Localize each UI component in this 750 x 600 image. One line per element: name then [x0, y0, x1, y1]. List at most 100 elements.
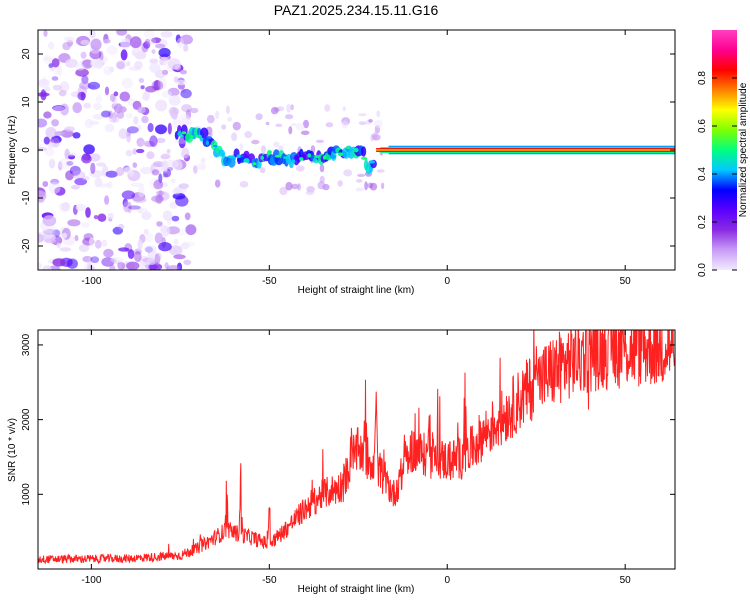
spectrogram-noise-blob: [149, 58, 159, 64]
spectrogram-ridge-core: [260, 155, 265, 160]
spectrogram-noise-blob: [71, 184, 80, 190]
spectrogram-noise-blob: [81, 154, 92, 164]
spectrogram-noise-blob: [285, 114, 294, 120]
spectrogram-noise-blob: [95, 95, 102, 103]
spectrogram-noise-blob: [64, 126, 75, 132]
spectrogram-noise-blob: [118, 128, 128, 139]
spectrogram-noise-blob: [145, 232, 153, 243]
spectrogram-noise-blob: [49, 138, 59, 143]
snr-ytick-label: 2000: [21, 408, 32, 431]
spectrogram-ridge-core: [314, 155, 320, 158]
spectrogram-noise-blob: [153, 179, 164, 190]
spectrogram-noise-blob: [105, 170, 118, 178]
spectrogram-noise-blob: [288, 126, 293, 135]
spectrogram-ridge-core: [274, 154, 281, 158]
spectrogram-noise-blob: [319, 175, 325, 184]
spectrogram-noise-blob: [170, 178, 176, 184]
spectrogram-ridge-core: [307, 153, 312, 158]
spectrogram-noise-blob: [138, 78, 145, 83]
spectrogram-noise-blob: [104, 195, 110, 205]
spectrogram-noise-blob: [290, 123, 297, 127]
snr-xtick-label: 0: [444, 575, 450, 586]
spectrogram-ridge-core: [221, 153, 225, 156]
spectrogram-noise-blob: [319, 164, 325, 173]
spectrogram-noise-blob: [173, 238, 179, 245]
spectrogram-noise-blob: [132, 197, 147, 203]
spectrogram-noise-blob: [154, 253, 161, 266]
spectrogram-noise-blob: [315, 139, 325, 143]
spectrogram-noise-blob: [92, 114, 105, 120]
spectrogram-noise-blob: [67, 154, 76, 160]
spectrogram-noise-blob: [38, 233, 44, 243]
spectrogram-noise-blob: [151, 37, 162, 44]
spectrogram-noise-blob: [356, 179, 363, 183]
snr-xlabel: Height of straight line (km): [298, 584, 415, 595]
spectrogram-noise-blob: [139, 140, 149, 146]
spectrogram-noise-blob: [156, 190, 165, 196]
spectrogram-noise-blob: [71, 170, 86, 179]
spectrogram-noise-blob: [79, 59, 92, 67]
spectrogram-noise-blob: [143, 245, 157, 253]
spectrogram-noise-blob: [56, 242, 61, 248]
spectrogram-noise-blob: [185, 109, 192, 120]
spectrogram-ridge-core: [291, 159, 296, 164]
spectrogram-noise-blob: [75, 63, 85, 71]
spectrogram-noise-blob: [167, 122, 172, 135]
spectrogram-noise-blob: [43, 54, 51, 64]
spectrogram-noise-blob: [64, 58, 78, 68]
spectrogram-noise-blob: [255, 113, 263, 121]
spectrogram-noise-blob: [123, 201, 131, 213]
spectrogram-noise-blob: [109, 117, 120, 123]
spectrogram-noise-blob: [96, 162, 106, 167]
snr-ytick-label: 3000: [21, 333, 32, 356]
spectrogram-ridge-core: [322, 155, 327, 160]
spectrogram-ridge-core: [268, 150, 272, 154]
spectrogram-noise-blob: [357, 173, 366, 177]
spectrogram-ridge-core: [243, 158, 250, 163]
snr-xtick-label: -50: [262, 575, 277, 586]
spectrogram-noise-blob: [74, 235, 79, 242]
spectrogram-noise-blob: [227, 117, 233, 122]
spectrogram-noise-blob: [121, 77, 133, 89]
spectrogram-noise-blob: [200, 157, 206, 163]
spectrogram-noise-blob: [183, 259, 192, 265]
spectrogram-noise-blob: [44, 86, 51, 92]
spectrogram-noise-blob: [137, 106, 146, 114]
spectrogram-noise-blob: [90, 256, 100, 264]
spectrogram-ridge-core: [360, 157, 368, 160]
spectrogram-noise-blob: [143, 41, 151, 49]
spectrogram-noise-blob: [148, 178, 161, 190]
snr-ytick-label: 1000: [21, 483, 32, 506]
spectrogram-noise-blob: [113, 91, 119, 97]
spectrogram-noise-blob: [158, 173, 163, 184]
spectrogram-noise-blob: [270, 106, 279, 115]
spectrogram-noise-blob: [303, 119, 309, 129]
spectrogram-noise-blob: [369, 182, 378, 191]
spectrogram-noise-blob: [89, 30, 96, 39]
spectrogram-noise-blob: [44, 147, 55, 157]
spectrogram-noise-blob: [130, 182, 145, 187]
spectrogram-noise-blob: [87, 81, 101, 90]
spectrogram-noise-blob: [337, 180, 343, 187]
spectrogram-noise-blob: [183, 44, 189, 52]
spectrogram-noise-blob: [43, 56, 56, 61]
spectrogram-noise-blob: [83, 144, 95, 155]
spectrogram-noise-blob: [151, 49, 156, 54]
spectrogram-noise-blob: [145, 38, 151, 46]
spectrogram-noise-blob: [80, 51, 87, 59]
spectrogram-ridge-core: [189, 135, 194, 139]
colorbar-tick-label: 0.2: [697, 215, 708, 229]
colorbar: 0.0 0.2 0.4 0.6 0.8 Normalized spectral ampl…: [697, 30, 749, 277]
spectrogram-noise-blob: [291, 183, 299, 190]
spectrogram-noise-blob: [38, 78, 50, 88]
spectrogram-noise-blob: [180, 34, 193, 45]
spectrogram-noise-blob: [279, 186, 288, 196]
spectrogram-noise-blob: [185, 224, 197, 236]
spectrogram-ridge-core: [213, 144, 218, 148]
spectrogram-noise-blob: [58, 161, 63, 171]
spectrogram-noise-blob: [118, 106, 127, 113]
spectrogram-noise-blob: [107, 212, 114, 220]
spectrogram-noise-blob: [142, 91, 150, 101]
spectrogram-noise-blob: [231, 132, 238, 142]
